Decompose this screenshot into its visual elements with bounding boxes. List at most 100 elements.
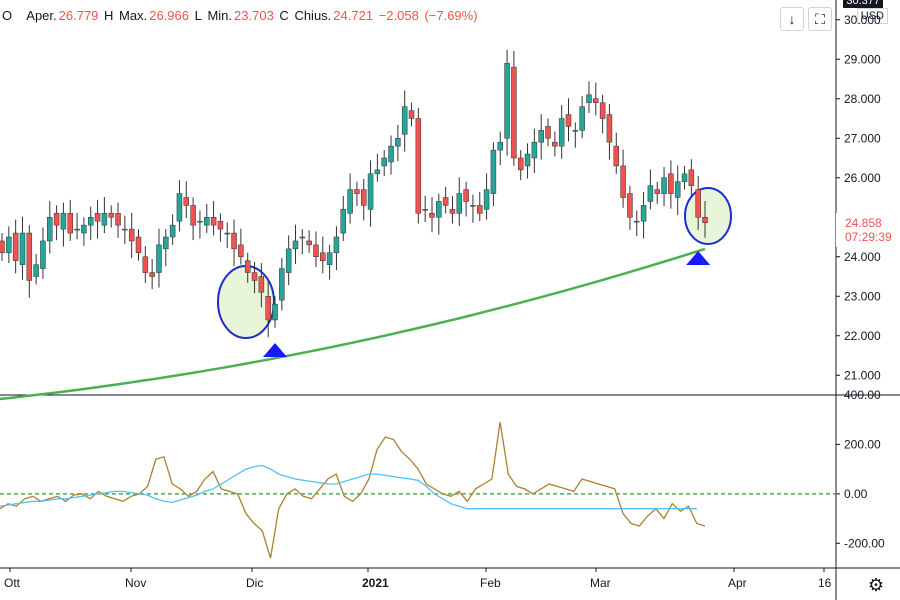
candle-body <box>422 209 428 211</box>
countdown-label: 07:29:39 <box>845 230 892 244</box>
candle-body <box>60 213 67 230</box>
moving-average-line <box>0 247 706 401</box>
symbol-code: O <box>2 8 13 23</box>
candle-body <box>395 138 401 147</box>
buy-signal-marker <box>263 343 288 357</box>
candle-body <box>0 240 5 254</box>
candle-body <box>640 205 647 222</box>
candle-body <box>381 157 387 167</box>
candle-body <box>67 213 74 234</box>
low-value: 23.703 <box>234 8 274 23</box>
candle-body <box>531 141 538 159</box>
candle-body <box>279 268 285 301</box>
candle-body <box>122 228 128 231</box>
time-tick-label: Dic <box>246 576 263 590</box>
candle-body <box>306 240 312 246</box>
candle-body <box>565 114 572 127</box>
candle-body <box>265 296 271 321</box>
candle-body <box>320 252 326 261</box>
candle-body <box>360 189 367 206</box>
candle-body <box>558 118 565 147</box>
candle-body <box>6 236 12 254</box>
candle-body <box>183 197 190 206</box>
candle-body <box>190 205 196 226</box>
fullscreen-button[interactable]: ⛶ <box>808 7 832 31</box>
low-label: L <box>194 8 202 23</box>
candle-body <box>497 141 503 151</box>
candle-body <box>483 189 490 210</box>
open-label: Aper. <box>26 8 57 23</box>
candle-body <box>340 209 347 234</box>
candle-body <box>627 193 633 218</box>
time-tick-label: 16 <box>818 576 832 590</box>
candle-body <box>647 185 654 202</box>
candle-body <box>579 106 585 131</box>
osc-tick-label: 200.00 <box>844 437 881 451</box>
candle-body <box>599 102 606 119</box>
candle-body <box>429 213 435 218</box>
candle-body <box>47 217 53 242</box>
candle-body <box>26 232 33 281</box>
candle-body <box>456 193 463 214</box>
candle-body <box>593 98 599 103</box>
time-tick-label: Feb <box>480 576 501 590</box>
candle-body <box>620 165 626 198</box>
candle-body <box>408 110 415 119</box>
candle-body <box>156 244 162 273</box>
candle-body <box>674 181 681 198</box>
osc-tick-label: 0.00 <box>844 487 868 501</box>
candle-body <box>504 62 510 139</box>
chius-label: Chius. <box>294 8 332 23</box>
arrow-down-icon: ↓ <box>788 11 796 27</box>
price-tick-label: 23.000 <box>844 289 881 303</box>
osc-tick-label: -200.00 <box>844 536 885 550</box>
min-label: Min. <box>207 8 233 23</box>
ohlc-legend: O Aper. 26.779 H Max. 26.966 L Min. 23.703 … <box>2 8 480 23</box>
candle-body <box>442 197 449 206</box>
candle-body <box>244 260 251 273</box>
candle-body <box>470 205 476 207</box>
candle-body <box>53 213 60 226</box>
price-tick-label: 21.000 <box>844 368 881 382</box>
download-button[interactable]: ↓ <box>780 7 804 31</box>
candle-body <box>449 209 456 214</box>
candle-body <box>258 276 265 293</box>
candle-body <box>702 217 708 224</box>
gear-icon: ⚙ <box>867 575 884 595</box>
time-tick-label: Apr <box>728 576 747 590</box>
candle-body <box>163 236 169 250</box>
close-value: 24.721 <box>333 8 374 23</box>
last-price-label: 24.858 <box>845 216 882 230</box>
candle-body <box>176 193 183 222</box>
candle-body <box>40 240 46 269</box>
candle-body <box>401 106 408 135</box>
candle-body <box>299 236 306 239</box>
candle-body <box>238 244 244 257</box>
candle-body <box>326 252 333 265</box>
time-tick-label: Nov <box>125 576 146 590</box>
candle-body <box>204 217 210 226</box>
candle-body <box>74 228 80 231</box>
cci-ma-line <box>0 464 697 510</box>
price-tick-label: 27.000 <box>844 131 881 145</box>
candle-body <box>81 224 87 234</box>
candle-body <box>292 240 299 250</box>
candle-body <box>108 213 114 218</box>
candle-body <box>142 256 149 273</box>
high-value: 26.966 <box>149 8 189 23</box>
candle-body <box>586 94 592 103</box>
top-price-label: 30.377 <box>843 0 883 8</box>
settings-button[interactable]: ⚙ <box>868 575 884 596</box>
candle-body <box>681 173 688 182</box>
currency-badge[interactable]: USD <box>856 8 888 24</box>
candle-body <box>661 177 667 194</box>
candle-body <box>477 205 483 214</box>
candle-body <box>33 264 39 277</box>
candle-body <box>251 272 258 281</box>
candle-body <box>87 217 94 226</box>
time-tick-label: 2021 <box>362 576 389 590</box>
osc-tick-label: 400.00 <box>844 388 881 402</box>
candle-body <box>354 189 360 194</box>
candle-body <box>94 213 101 222</box>
